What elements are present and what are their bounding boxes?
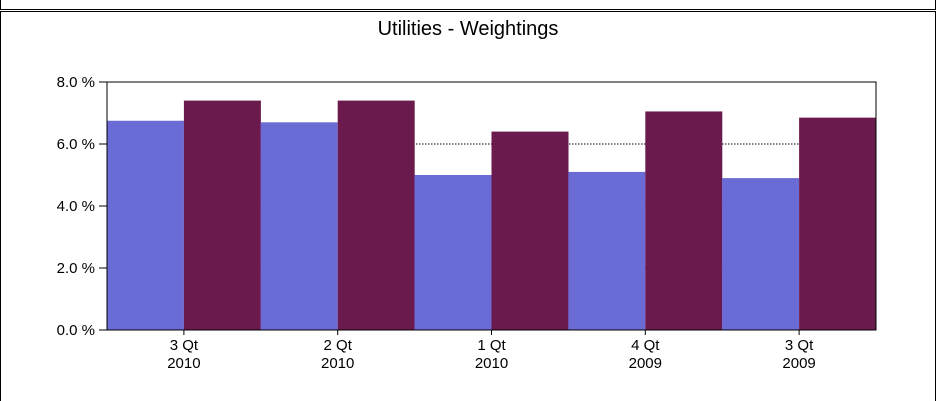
y-tick-label: 4.0 % — [57, 198, 95, 215]
x-tick-label: 4 Qt — [631, 337, 660, 354]
x-tick-label: 1 Qt — [477, 337, 506, 354]
bar — [491, 131, 569, 330]
bar — [337, 100, 415, 330]
bar — [414, 175, 492, 330]
y-tick-label: 8.0 % — [57, 74, 95, 91]
bar — [106, 120, 184, 330]
x-tick-label: 2009 — [629, 355, 662, 372]
bar — [799, 117, 877, 331]
bar — [568, 171, 646, 330]
top-strip — [0, 0, 936, 10]
x-tick-label: 2010 — [321, 355, 354, 372]
x-tick-label: 3 Qt — [785, 337, 814, 354]
x-tick-label: 2010 — [475, 355, 508, 372]
chart-frame — [0, 11, 936, 401]
bar — [722, 178, 800, 330]
bar — [183, 100, 261, 330]
y-tick-label: 6.0 % — [57, 136, 95, 153]
chart-title: Utilities - Weightings — [377, 18, 559, 40]
bar — [260, 122, 338, 330]
x-tick-label: 3 Qt — [170, 337, 199, 354]
x-tick-label: 2 Qt — [324, 337, 353, 354]
y-tick-label: 0.0 % — [57, 322, 95, 339]
plot-border — [106, 81, 877, 331]
bar — [645, 111, 723, 330]
x-tick-label: 2009 — [782, 355, 815, 372]
x-tick-label: 2010 — [167, 355, 200, 372]
y-tick-label: 2.0 % — [57, 260, 95, 277]
